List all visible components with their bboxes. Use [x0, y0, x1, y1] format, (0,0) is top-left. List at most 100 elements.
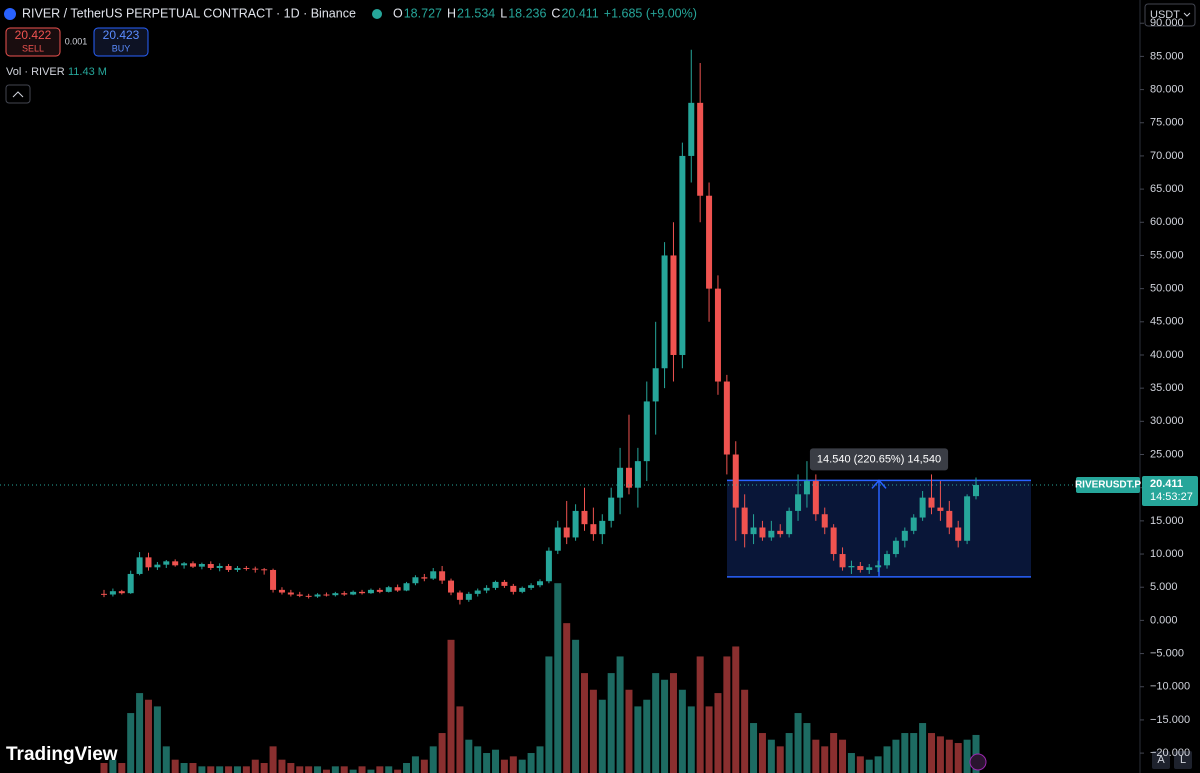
- candle-body: [341, 593, 348, 595]
- volume-bar: [429, 746, 437, 773]
- log-button[interactable]: [1174, 751, 1192, 769]
- symbol-title: RIVER / TetherUS PERPETUAL CONTRACT · 1D…: [22, 6, 356, 20]
- volume-bar: [233, 766, 241, 773]
- volume-bar: [438, 733, 446, 773]
- volume-bar: [963, 739, 971, 773]
- candle-body: [652, 368, 659, 402]
- volume-bar: [669, 673, 677, 773]
- candle-body: [554, 527, 561, 551]
- candle-body: [892, 540, 899, 555]
- measure-arrowhead: [871, 479, 887, 489]
- volume-bar: [732, 646, 740, 773]
- volume-bar: [287, 763, 295, 773]
- ohlc-legend: O 18.727 H 21.534 L 18.236 C 20.411 +1.685 (+9.0…: [393, 6, 697, 20]
- price-tag-bg: [1142, 475, 1198, 506]
- candle-body: [296, 594, 303, 596]
- candle-body: [394, 587, 401, 591]
- collapse-button[interactable]: [5, 84, 31, 104]
- y-tick-label: 45.000: [1150, 316, 1184, 328]
- volume-bar: [118, 763, 126, 773]
- candle-body: [910, 517, 917, 531]
- volume-bar: [589, 689, 597, 773]
- candle-body: [964, 496, 971, 541]
- volume-bar: [527, 753, 535, 773]
- volume-bar: [767, 739, 775, 773]
- candle-body: [154, 564, 161, 568]
- sell-label: SELL: [22, 43, 44, 53]
- volume-bar: [545, 656, 553, 773]
- volume-bar: [144, 699, 152, 773]
- volume-bar: [411, 756, 419, 773]
- candle-body: [759, 527, 766, 538]
- alert-icon[interactable]: [969, 753, 987, 771]
- volume-bar: [136, 693, 144, 773]
- volume-bar: [945, 739, 953, 773]
- candle-body: [101, 593, 107, 595]
- candle-body: [456, 592, 463, 600]
- volume-bar: [109, 759, 117, 773]
- candle-body: [198, 563, 205, 567]
- y-tick-label: 15.000: [1150, 515, 1184, 527]
- candle-body: [714, 288, 721, 382]
- y-tick-label: 85.000: [1150, 50, 1184, 62]
- buy-button[interactable]: [93, 27, 149, 57]
- auto-button[interactable]: [1152, 751, 1170, 769]
- candle-body: [359, 591, 366, 594]
- volume-value: 11.43 M: [68, 66, 107, 78]
- candle-body: [955, 527, 962, 541]
- y-tick-label: 80.000: [1150, 83, 1184, 95]
- candle-body: [901, 530, 908, 541]
- volume-bar: [509, 756, 517, 773]
- currency-button[interactable]: [1144, 3, 1196, 27]
- volume-bar: [314, 766, 322, 773]
- candle-body: [946, 510, 953, 528]
- ohlc-key: C: [551, 6, 560, 20]
- candle-body: [679, 155, 686, 355]
- candle-body: [385, 587, 392, 592]
- candle-body: [706, 195, 713, 289]
- candle-body: [830, 527, 837, 555]
- volume-bar: [936, 736, 944, 773]
- auto-label: A: [1157, 754, 1165, 766]
- measure-label: 14.540 (220.65%) 14,540: [817, 453, 941, 465]
- ticker-bg: [1076, 476, 1140, 493]
- buy-label: BUY: [112, 43, 131, 53]
- volume-bar: [296, 766, 304, 773]
- candle-body: [243, 567, 250, 569]
- brand: TradingView: [6, 744, 118, 765]
- sell-button[interactable]: [5, 27, 61, 57]
- volume-bar: [705, 706, 713, 773]
- candle-body: [768, 530, 775, 538]
- candle-body: [670, 255, 677, 355]
- ticker: RIVERUSDT.P: [1075, 480, 1141, 491]
- y-tick-label: 55.000: [1150, 249, 1184, 261]
- volume-bar: [420, 759, 428, 773]
- volume-bar: [812, 739, 820, 773]
- y-tick-label: −5.000: [1150, 647, 1184, 659]
- candle-body: [741, 507, 748, 535]
- volume-bar: [652, 673, 660, 773]
- candle-body: [661, 255, 668, 369]
- y-tick-label: 5.000: [1150, 581, 1178, 593]
- y-tick-label: −10.000: [1150, 681, 1190, 693]
- volume-bar: [278, 759, 286, 773]
- collapse-icon: [12, 91, 24, 98]
- volume-title: Vol · RIVER: [6, 66, 65, 78]
- volume-bar: [678, 689, 686, 773]
- volume-bar: [331, 766, 339, 773]
- currency: USDT: [1150, 9, 1180, 21]
- volume-bar: [367, 769, 375, 773]
- volume-bar: [554, 583, 562, 773]
- candle-body: [172, 561, 179, 566]
- candle-body: [803, 481, 810, 495]
- volume-bar: [536, 746, 544, 773]
- candle-body: [439, 571, 446, 581]
- change: +1.685 (+9.00%): [604, 6, 697, 20]
- candle-body: [305, 595, 312, 597]
- candle-body: [403, 583, 410, 591]
- candle-body: [412, 577, 419, 584]
- candle-body: [350, 591, 357, 595]
- volume-bar: [865, 759, 873, 773]
- volume-bar: [874, 756, 882, 773]
